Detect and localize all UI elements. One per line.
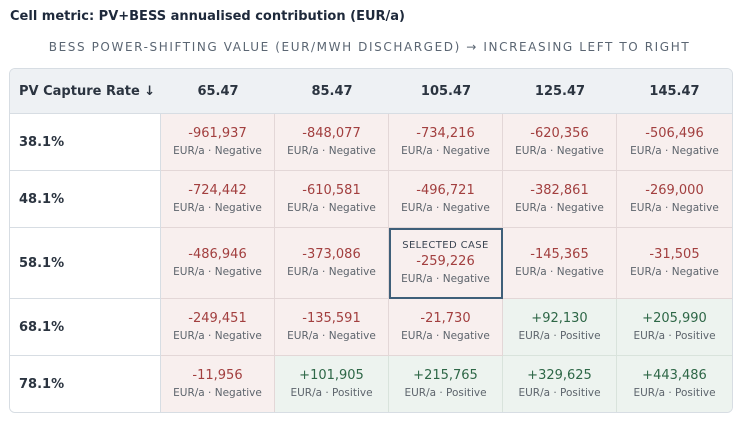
cell-value: -11,956: [192, 368, 243, 383]
grid-cell[interactable]: -486,946 EUR/a · Negative: [161, 228, 275, 299]
cell-value: -496,721: [416, 183, 475, 198]
cell-caption: EUR/a · Negative: [515, 202, 604, 214]
grid-cell[interactable]: +92,130 EUR/a · Positive: [503, 299, 617, 356]
cell-value: -135,591: [302, 311, 361, 326]
cell-value: +443,486: [642, 368, 707, 383]
row-label: 38.1%: [10, 114, 161, 171]
row-label: 48.1%: [10, 171, 161, 228]
cell-value: -373,086: [302, 247, 361, 262]
cell-caption: EUR/a · Positive: [633, 330, 716, 342]
cell-caption: EUR/a · Negative: [630, 266, 719, 278]
column-header: 85.47: [275, 69, 389, 114]
grid-cell[interactable]: -269,000 EUR/a · Negative: [617, 171, 732, 228]
cell-caption: EUR/a · Negative: [173, 387, 262, 399]
grid-cell[interactable]: +215,765 EUR/a · Positive: [389, 356, 503, 412]
cell-caption: EUR/a · Negative: [630, 202, 719, 214]
grid-cell[interactable]: -848,077 EUR/a · Negative: [275, 114, 389, 171]
grid-cell[interactable]: +329,625 EUR/a · Positive: [503, 356, 617, 412]
cell-caption: EUR/a · Positive: [290, 387, 373, 399]
grid-cell[interactable]: -373,086 EUR/a · Negative: [275, 228, 389, 299]
cell-value: -259,226: [416, 254, 475, 269]
cell-caption: EUR/a · Negative: [287, 145, 376, 157]
column-header: 65.47: [161, 69, 275, 114]
cell-caption: EUR/a · Negative: [173, 266, 262, 278]
cell-caption: EUR/a · Positive: [633, 387, 716, 399]
cell-value: -620,356: [530, 126, 589, 141]
grid-cell[interactable]: -135,591 EUR/a · Negative: [275, 299, 389, 356]
cell-value: +92,130: [531, 311, 588, 326]
cell-caption: EUR/a · Negative: [287, 266, 376, 278]
grid-cell[interactable]: -724,442 EUR/a · Negative: [161, 171, 275, 228]
cell-value: -961,937: [188, 126, 247, 141]
column-axis-subtitle: BESS POWER-SHIFTING VALUE (EUR/MWH DISCH…: [48, 40, 691, 54]
grid-cell[interactable]: -249,451 EUR/a · Negative: [161, 299, 275, 356]
grid-cell[interactable]: -31,505 EUR/a · Negative: [617, 228, 732, 299]
grid-cell[interactable]: +205,990 EUR/a · Positive: [617, 299, 732, 356]
cell-value: -249,451: [188, 311, 247, 326]
cell-value: -506,496: [645, 126, 704, 141]
cell-caption: EUR/a · Negative: [515, 145, 604, 157]
grid-cell[interactable]: -382,861 EUR/a · Negative: [503, 171, 617, 228]
row-axis-header: PV Capture Rate ↓: [10, 69, 161, 114]
cell-caption: EUR/a · Positive: [518, 387, 601, 399]
cell-value: -848,077: [302, 126, 361, 141]
row-label: 58.1%: [10, 228, 161, 299]
cell-value: +215,765: [413, 368, 478, 383]
column-header: 145.47: [617, 69, 732, 114]
cell-value: -734,216: [416, 126, 475, 141]
grid-cell[interactable]: -145,365 EUR/a · Negative: [503, 228, 617, 299]
cell-value: +205,990: [642, 311, 707, 326]
cell-value: +101,905: [299, 368, 364, 383]
grid-cell[interactable]: -961,937 EUR/a · Negative: [161, 114, 275, 171]
column-header: 125.47: [503, 69, 617, 114]
grid-cell[interactable]: +101,905 EUR/a · Positive: [275, 356, 389, 412]
cell-value: -724,442: [188, 183, 247, 198]
grid-cell[interactable]: -506,496 EUR/a · Negative: [617, 114, 732, 171]
sensitivity-grid: PV Capture Rate ↓ 65.47 85.47 105.47 125.47…: [9, 68, 733, 413]
cell-caption: EUR/a · Negative: [173, 145, 262, 157]
row-label: 68.1%: [10, 299, 161, 356]
cell-value: -31,505: [649, 247, 700, 262]
cell-value: -269,000: [645, 183, 704, 198]
cell-caption: EUR/a · Negative: [401, 145, 490, 157]
cell-caption: EUR/a · Negative: [401, 273, 490, 285]
grid-cell[interactable]: -620,356 EUR/a · Negative: [503, 114, 617, 171]
cell-caption: EUR/a · Negative: [287, 202, 376, 214]
cell-value: -382,861: [530, 183, 589, 198]
cell-value: +329,625: [527, 368, 592, 383]
cell-caption: EUR/a · Negative: [515, 266, 604, 278]
grid-cell[interactable]: -610,581 EUR/a · Negative: [275, 171, 389, 228]
cell-metric-label: Cell metric: PV+BESS annualised contribu…: [10, 9, 405, 24]
selected-case-cell[interactable]: SELECTED CASE -259,226 EUR/a · Negative: [389, 228, 503, 299]
cell-caption: EUR/a · Negative: [173, 330, 262, 342]
cell-value: -145,365: [530, 247, 589, 262]
selected-case-badge: SELECTED CASE: [402, 240, 489, 251]
cell-caption: EUR/a · Positive: [404, 387, 487, 399]
cell-value: -610,581: [302, 183, 361, 198]
grid-cell[interactable]: +443,486 EUR/a · Positive: [617, 356, 732, 412]
grid-cell[interactable]: -21,730 EUR/a · Negative: [389, 299, 503, 356]
cell-caption: EUR/a · Negative: [401, 330, 490, 342]
grid-cell[interactable]: -496,721 EUR/a · Negative: [389, 171, 503, 228]
cell-caption: EUR/a · Negative: [401, 202, 490, 214]
cell-caption: EUR/a · Negative: [630, 145, 719, 157]
cell-value: -21,730: [420, 311, 471, 326]
grid-cell[interactable]: -11,956 EUR/a · Negative: [161, 356, 275, 412]
row-label: 78.1%: [10, 356, 161, 412]
cell-value: -486,946: [188, 247, 247, 262]
column-header: 105.47: [389, 69, 503, 114]
cell-caption: EUR/a · Positive: [518, 330, 601, 342]
cell-caption: EUR/a · Negative: [173, 202, 262, 214]
cell-caption: EUR/a · Negative: [287, 330, 376, 342]
grid-cell[interactable]: -734,216 EUR/a · Negative: [389, 114, 503, 171]
